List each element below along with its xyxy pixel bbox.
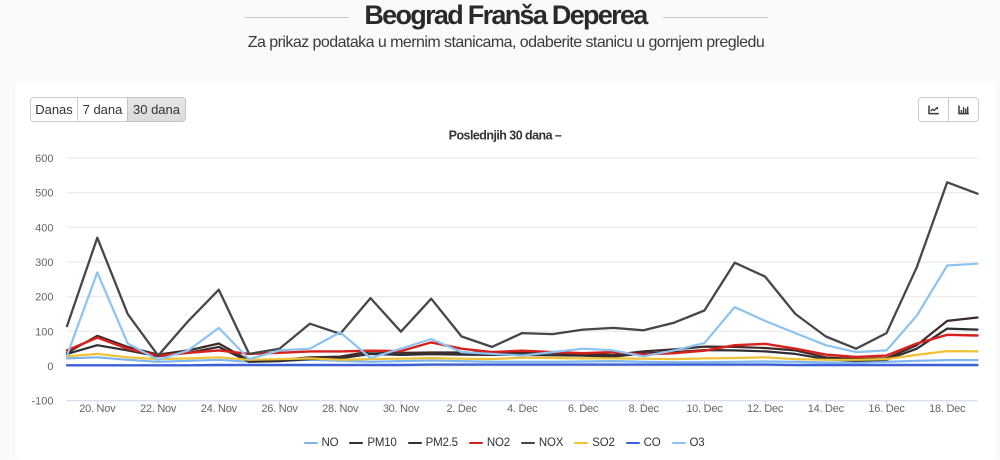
svg-text:20. Nov: 20. Nov — [79, 403, 116, 415]
svg-text:Poslednjih 30 dana –: Poslednjih 30 dana – — [449, 129, 562, 143]
svg-text:8. Dec: 8. Dec — [628, 403, 659, 415]
svg-text:300: 300 — [35, 257, 53, 269]
svg-text:10. Dec: 10. Dec — [686, 403, 723, 415]
svg-text:0: 0 — [47, 361, 53, 373]
svg-text:400: 400 — [35, 222, 53, 234]
svg-text:6. Dec: 6. Dec — [568, 403, 599, 415]
svg-text:12. Dec: 12. Dec — [747, 403, 784, 415]
svg-text:600: 600 — [35, 153, 53, 165]
svg-text:30. Nov: 30. Nov — [383, 403, 420, 415]
svg-text:16. Dec: 16. Dec — [868, 403, 905, 415]
svg-text:200: 200 — [35, 292, 53, 304]
svg-text:14. Dec: 14. Dec — [808, 403, 845, 415]
svg-text:4. Dec: 4. Dec — [507, 403, 538, 415]
svg-text:100: 100 — [35, 326, 53, 338]
svg-text:500: 500 — [35, 188, 53, 200]
svg-text:2. Dec: 2. Dec — [446, 403, 477, 415]
svg-text:18. Dec: 18. Dec — [929, 403, 966, 415]
svg-text:28. Nov: 28. Nov — [322, 403, 359, 415]
svg-text:-100: -100 — [31, 396, 53, 408]
svg-text:22. Nov: 22. Nov — [140, 403, 177, 415]
svg-text:24. Nov: 24. Nov — [201, 403, 238, 415]
svg-text:26. Nov: 26. Nov — [261, 403, 298, 415]
